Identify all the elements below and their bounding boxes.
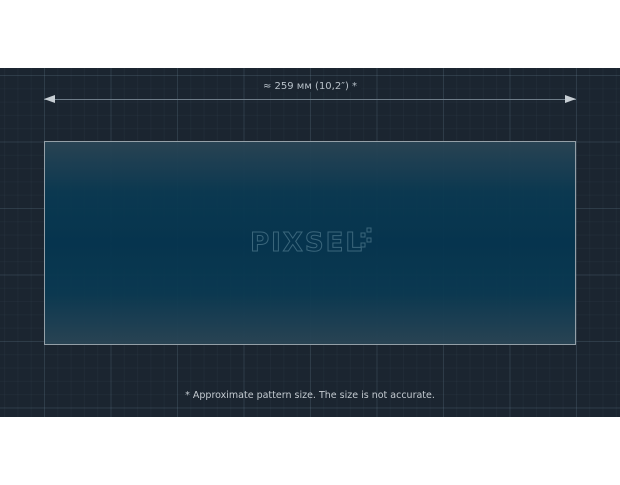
logo-text: PIXSEL bbox=[250, 228, 364, 258]
pattern-preview-canvas: ≈ 259 мм (10,2″) * PIXSEL * Approximate … bbox=[0, 68, 620, 417]
dimension-text: ≈ 259 мм (10,2″) * bbox=[258, 81, 362, 92]
arrow-left-icon bbox=[44, 95, 55, 103]
pixsel-logo: PIXSEL bbox=[250, 227, 372, 259]
logo-dots-icon bbox=[360, 227, 372, 248]
size-disclaimer: * Approximate pattern size. The size is … bbox=[185, 390, 435, 401]
screen-protector-pattern: PIXSEL bbox=[44, 141, 576, 345]
arrow-right-icon bbox=[565, 95, 576, 103]
dimension-label: ≈ 259 мм (10,2″) * bbox=[0, 81, 620, 92]
dimension-line bbox=[44, 99, 576, 100]
